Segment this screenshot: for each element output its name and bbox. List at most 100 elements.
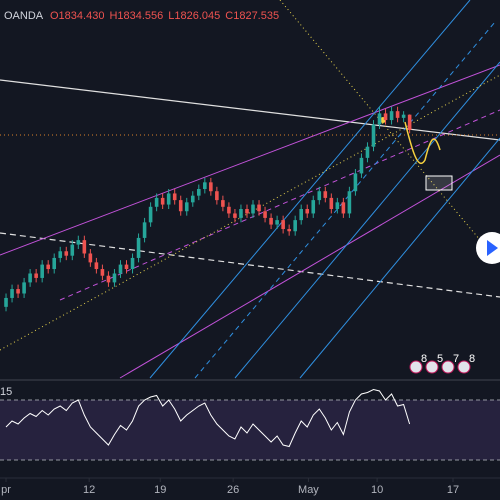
x-tick-label: 12 — [83, 484, 95, 496]
event-count: 7 — [453, 353, 459, 365]
candle-body — [263, 211, 267, 218]
candle-body — [407, 114, 412, 130]
candle-body — [196, 189, 201, 196]
play-icon — [487, 240, 498, 256]
candle-body — [106, 275, 111, 283]
candle-body — [76, 240, 81, 245]
candle-body — [311, 200, 316, 214]
ohlc-value: C1827.535 — [225, 10, 279, 22]
candle-body — [40, 264, 44, 278]
x-tick-label: May — [298, 484, 319, 496]
candle-body — [239, 209, 243, 218]
candle-body — [112, 273, 117, 283]
candle-body — [172, 193, 177, 201]
candle-body — [269, 217, 273, 225]
candle-body — [160, 197, 165, 205]
candle-body — [401, 114, 406, 118]
candles — [4, 106, 412, 312]
candle-body — [22, 282, 26, 294]
ohlc-legend: O1834.430 H1834.556 L1826.045 C1827.535 — [50, 10, 279, 22]
x-tick-label: 10 — [371, 484, 383, 496]
target-box — [425, 175, 453, 191]
event-count: 8 — [421, 353, 427, 365]
event-icon — [457, 360, 471, 374]
candle-body — [130, 257, 135, 270]
candle-body — [245, 209, 249, 214]
candle-body — [178, 200, 183, 212]
candle-body — [28, 273, 32, 283]
ohlc-value: O1834.430 — [50, 10, 104, 22]
blue-line — [234, 61, 500, 379]
trend-line — [0, 79, 500, 141]
candle-body — [347, 191, 352, 214]
candle-body — [118, 264, 123, 274]
rsi-label: 15 — [0, 386, 12, 398]
candle-body — [305, 209, 310, 214]
candle-body — [190, 195, 195, 203]
candle-body — [209, 182, 213, 192]
candle-body — [293, 220, 297, 232]
candle-body — [142, 222, 147, 238]
candle-body — [389, 111, 394, 121]
x-tick-label: 26 — [227, 484, 239, 496]
candle-body — [341, 202, 346, 214]
event-count: 8 — [469, 353, 475, 365]
event-icon — [409, 360, 423, 374]
candle-body — [64, 251, 69, 256]
ohlc-value: L1826.045 — [168, 10, 220, 22]
channel-middle — [59, 109, 500, 301]
blue-line-dashed — [194, 21, 496, 379]
candle-body — [88, 253, 93, 263]
candle-body — [287, 229, 291, 232]
blue-line — [299, 137, 500, 379]
candle-body — [221, 200, 225, 207]
candle-body — [124, 264, 129, 270]
ohlc-value: H1834.556 — [109, 10, 163, 22]
channel-lower — [119, 154, 500, 379]
candle-body — [329, 197, 334, 210]
candle-body — [4, 297, 8, 307]
candle-body — [257, 204, 261, 212]
channel-upper — [0, 64, 500, 256]
candle-body — [395, 111, 400, 118]
candle-body — [323, 191, 328, 198]
candle-body — [233, 213, 237, 218]
candle-body — [281, 220, 285, 230]
candle-body — [136, 237, 141, 258]
candle-body — [203, 182, 207, 189]
candle-body — [46, 264, 50, 270]
candle-body — [371, 124, 376, 147]
candle-body — [335, 202, 340, 210]
x-tick-label: 17 — [447, 484, 459, 496]
x-tick-label: pr — [1, 484, 11, 496]
candle-body — [251, 204, 255, 214]
candle-body — [377, 113, 382, 125]
candle-body — [299, 209, 304, 221]
rsi-band — [0, 400, 500, 460]
rsi-line — [5, 388, 411, 448]
candle-body — [148, 206, 153, 223]
candle-body — [94, 262, 99, 270]
source: OANDA — [4, 10, 44, 22]
projection-path — [404, 121, 441, 165]
candle-body — [58, 251, 63, 258]
candle-body — [365, 146, 370, 158]
drawings — [0, 0, 500, 379]
event-icon — [441, 360, 455, 374]
candle-body — [353, 173, 358, 192]
candle-body — [52, 257, 57, 270]
event-icon — [425, 360, 439, 374]
candle-body — [10, 289, 14, 298]
candle-body — [275, 220, 279, 225]
candle-body — [70, 244, 75, 256]
candle-body — [317, 191, 322, 201]
candle-body — [215, 191, 219, 201]
rsi-pane — [0, 388, 500, 461]
candle-body — [154, 197, 159, 207]
blue-line — [149, 0, 471, 379]
x-tick-label: 19 — [154, 484, 166, 496]
candle-body — [100, 269, 105, 276]
